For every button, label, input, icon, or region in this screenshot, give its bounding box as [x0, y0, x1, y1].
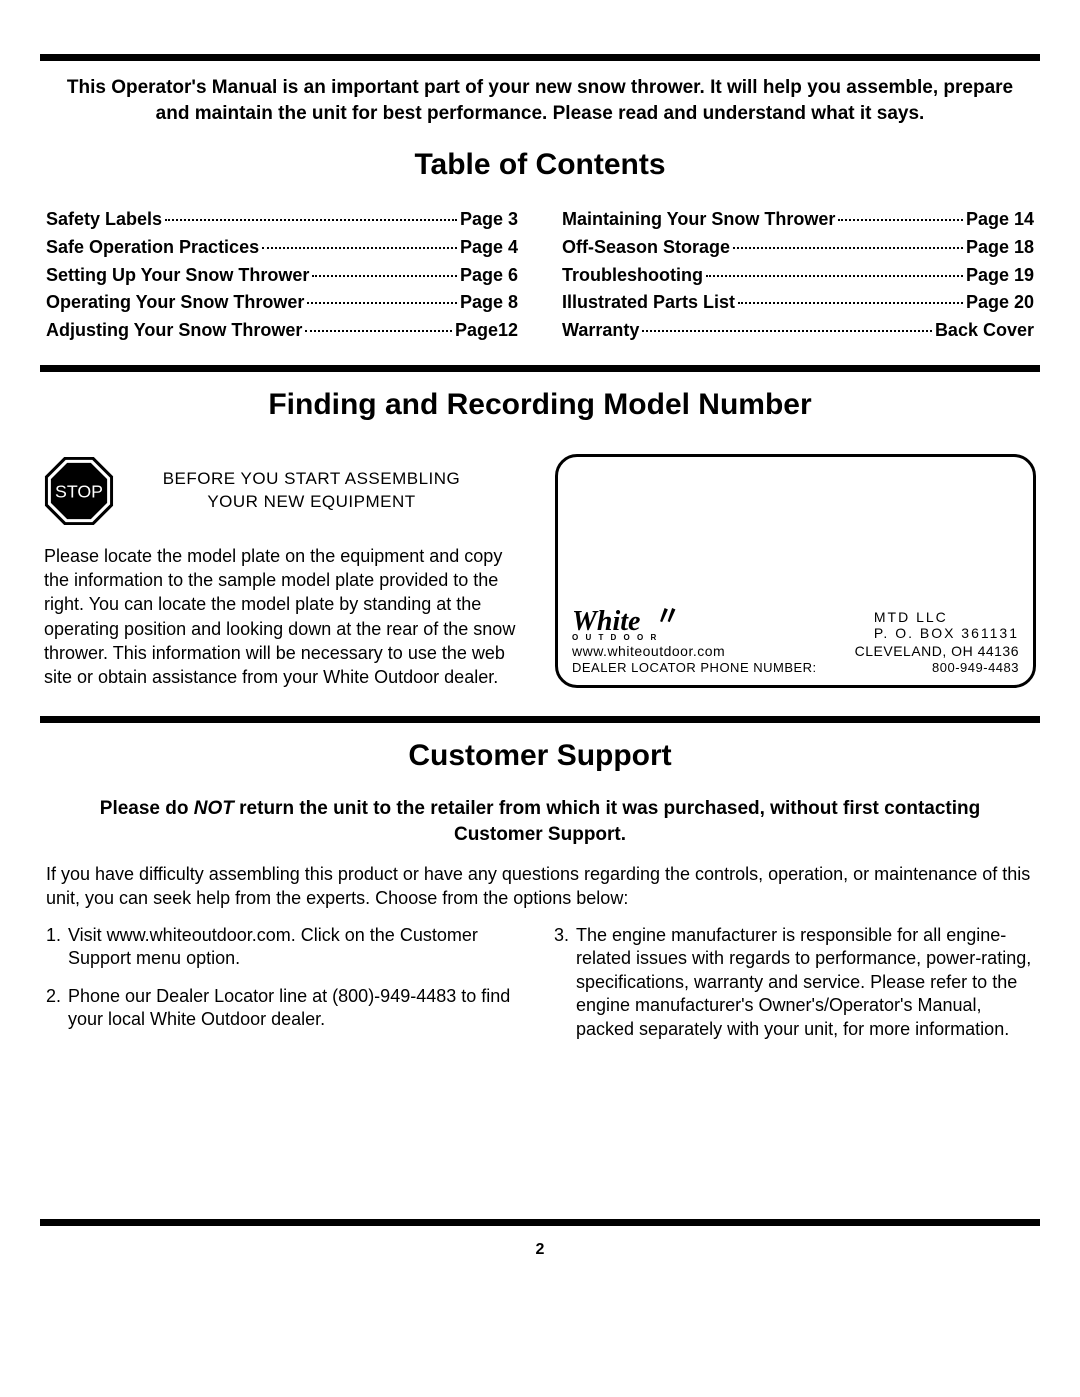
- model-section: STOP BEFORE YOU START ASSEMBLING YOUR NE…: [44, 454, 1036, 690]
- plate-address: MTD LLC P. O. BOX 361131: [874, 609, 1019, 641]
- toc-label: Adjusting Your Snow Thrower: [46, 317, 302, 345]
- plate-company: MTD LLC: [874, 609, 948, 625]
- table-of-contents: Safety Labels Page 3 Safe Operation Pract…: [40, 206, 1040, 351]
- toc-label: Safety Labels: [46, 206, 162, 234]
- toc-leader: [307, 302, 457, 304]
- brand-name: White: [572, 606, 640, 637]
- toc-label: Setting Up Your Snow Thrower: [46, 262, 309, 290]
- toc-page: Page 4: [460, 234, 518, 262]
- option-number: 2.: [46, 985, 68, 1032]
- toc-label: Illustrated Parts List: [562, 289, 735, 317]
- toc-page: Page 8: [460, 289, 518, 317]
- toc-page: Page12: [455, 317, 518, 345]
- stop-sign-icon: STOP: [42, 454, 116, 528]
- plate-pobox: P. O. BOX 361131: [874, 625, 1019, 641]
- toc-page: Page 20: [966, 289, 1034, 317]
- brand-logo: White〃 O U T D O O R: [572, 609, 659, 641]
- toc-leader: [305, 330, 452, 332]
- plate-locator-phone: 800-949-4483: [932, 660, 1019, 676]
- toc-leader: [733, 247, 963, 249]
- support-warning: Please do NOT return the unit to the ret…: [80, 796, 1000, 847]
- toc-row: Off-Season Storage Page 18: [562, 234, 1034, 262]
- divider-top: [40, 54, 1040, 61]
- divider-mid2: [40, 716, 1040, 723]
- toc-row: Safety Labels Page 3: [46, 206, 518, 234]
- model-body: Please locate the model plate on the equ…: [44, 544, 525, 690]
- toc-row: Warranty Back Cover: [562, 317, 1034, 345]
- option-text: The engine manufacturer is responsible f…: [576, 924, 1034, 1041]
- toc-leader: [838, 219, 963, 221]
- support-option: 1. Visit www.whiteoutdoor.com. Click on …: [46, 924, 526, 971]
- intro-paragraph: This Operator's Manual is an important p…: [54, 75, 1026, 126]
- page-number: 2: [40, 1240, 1040, 1260]
- toc-page: Back Cover: [935, 317, 1034, 345]
- toc-label: Off-Season Storage: [562, 234, 730, 262]
- toc-leader: [312, 275, 457, 277]
- support-options: 1. Visit www.whiteoutdoor.com. Click on …: [40, 924, 1040, 1055]
- model-plate: White〃 O U T D O O R MTD LLC P. O. BOX 3…: [555, 454, 1036, 688]
- toc-leader: [706, 275, 963, 277]
- toc-page: Page 18: [966, 234, 1034, 262]
- toc-leader: [165, 219, 457, 221]
- brand-swoosh-icon: 〃: [655, 605, 681, 628]
- plate-website: www.whiteoutdoor.com: [572, 643, 725, 661]
- toc-row: Safe Operation Practices Page 4: [46, 234, 518, 262]
- stop-row: STOP BEFORE YOU START ASSEMBLING YOUR NE…: [44, 454, 525, 528]
- option-number: 3.: [554, 924, 576, 1041]
- svg-text:STOP: STOP: [55, 481, 103, 501]
- plate-footer: White〃 O U T D O O R MTD LLC P. O. BOX 3…: [572, 609, 1019, 677]
- toc-page: Page 3: [460, 206, 518, 234]
- option-text: Phone our Dealer Locator line at (800)-9…: [68, 985, 526, 1032]
- plate-citystate: CLEVELAND, OH 44136: [855, 643, 1019, 661]
- toc-label: Safe Operation Practices: [46, 234, 259, 262]
- divider-bottom: [40, 1219, 1040, 1226]
- toc-label: Operating Your Snow Thrower: [46, 289, 304, 317]
- stop-caption: BEFORE YOU START ASSEMBLING YOUR NEW EQU…: [138, 468, 525, 514]
- toc-row: Adjusting Your Snow Thrower Page12: [46, 317, 518, 345]
- toc-row: Operating Your Snow Thrower Page 8: [46, 289, 518, 317]
- toc-row: Maintaining Your Snow Thrower Page 14: [562, 206, 1034, 234]
- toc-label: Troubleshooting: [562, 262, 703, 290]
- support-warning-not: NOT: [194, 798, 234, 819]
- support-option: 2. Phone our Dealer Locator line at (800…: [46, 985, 526, 1032]
- support-heading: Customer Support: [40, 737, 1040, 775]
- support-intro: If you have difficulty assembling this p…: [46, 863, 1034, 910]
- model-body-text: Please locate the model plate on the equ…: [44, 544, 525, 690]
- toc-page: Page 6: [460, 262, 518, 290]
- stop-caption-line2: YOUR NEW EQUIPMENT: [207, 492, 415, 511]
- toc-row: Illustrated Parts List Page 20: [562, 289, 1034, 317]
- toc-row: Setting Up Your Snow Thrower Page 6: [46, 262, 518, 290]
- toc-page: Page 14: [966, 206, 1034, 234]
- support-warning-prefix: Please do: [100, 798, 194, 819]
- support-option: 3. The engine manufacturer is responsibl…: [554, 924, 1034, 1041]
- brand-subtext: O U T D O O R: [572, 634, 659, 641]
- toc-leader: [738, 302, 963, 304]
- support-col-left: 1. Visit www.whiteoutdoor.com. Click on …: [46, 924, 526, 1055]
- plate-locator-label: DEALER LOCATOR PHONE NUMBER:: [572, 660, 817, 676]
- toc-row: Troubleshooting Page 19: [562, 262, 1034, 290]
- support-warning-suffix: return the unit to the retailer from whi…: [234, 798, 980, 845]
- toc-column-right: Maintaining Your Snow Thrower Page 14 Off…: [562, 206, 1034, 345]
- toc-leader: [642, 330, 932, 332]
- toc-label: Warranty: [562, 317, 639, 345]
- toc-page: Page 19: [966, 262, 1034, 290]
- toc-heading: Table of Contents: [40, 146, 1040, 184]
- toc-column-left: Safety Labels Page 3 Safe Operation Pract…: [46, 206, 518, 345]
- stop-caption-line1: BEFORE YOU START ASSEMBLING: [163, 469, 461, 488]
- toc-leader: [262, 247, 457, 249]
- model-heading: Finding and Recording Model Number: [40, 386, 1040, 424]
- toc-label: Maintaining Your Snow Thrower: [562, 206, 835, 234]
- option-text: Visit www.whiteoutdoor.com. Click on the…: [68, 924, 526, 971]
- divider-mid1: [40, 365, 1040, 372]
- support-col-right: 3. The engine manufacturer is responsibl…: [554, 924, 1034, 1055]
- whitespace: [40, 1055, 1040, 1205]
- model-left: STOP BEFORE YOU START ASSEMBLING YOUR NE…: [44, 454, 525, 690]
- option-number: 1.: [46, 924, 68, 971]
